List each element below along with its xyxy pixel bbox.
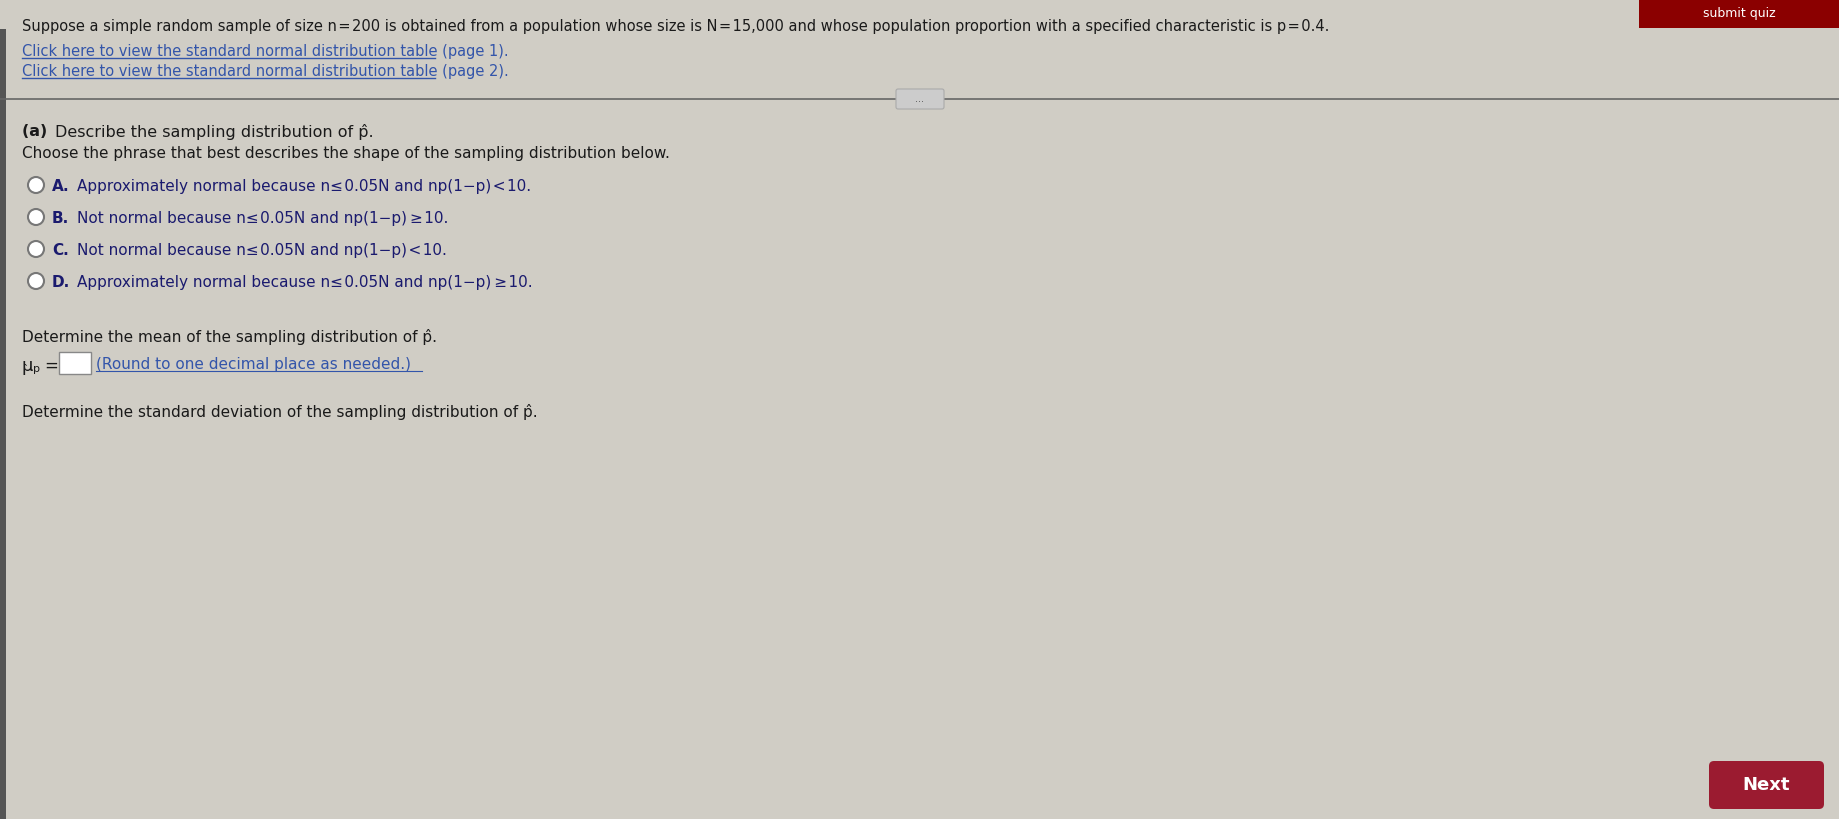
Bar — [0, 29, 6, 819]
Text: Approximately normal because n≤ 0.05N and np(1−p) ≥ 10.: Approximately normal because n≤ 0.05N an… — [77, 275, 533, 290]
Text: D.: D. — [51, 275, 70, 290]
Circle shape — [28, 209, 44, 225]
FancyBboxPatch shape — [896, 89, 943, 109]
Text: Choose the phrase that best describes the shape of the sampling distribution bel: Choose the phrase that best describes th… — [22, 146, 669, 161]
Text: Determine the standard deviation of the sampling distribution of p̂.: Determine the standard deviation of the … — [22, 404, 537, 420]
Text: (a): (a) — [22, 124, 53, 139]
Text: Describe the sampling distribution of p̂.: Describe the sampling distribution of p̂… — [55, 124, 373, 140]
Text: p: p — [33, 364, 40, 374]
Text: ...: ... — [916, 94, 925, 104]
Text: μ: μ — [22, 357, 33, 375]
Circle shape — [28, 241, 44, 257]
Text: Determine the mean of the sampling distribution of p̂.: Determine the mean of the sampling distr… — [22, 329, 438, 345]
Text: A.: A. — [51, 179, 70, 194]
Text: Approximately normal because n≤ 0.05N and np(1−p) < 10.: Approximately normal because n≤ 0.05N an… — [77, 179, 531, 194]
Circle shape — [28, 273, 44, 289]
Text: Not normal because n≤ 0.05N and np(1−p) ≥ 10.: Not normal because n≤ 0.05N and np(1−p) … — [77, 211, 449, 226]
Text: Click here to view the standard normal distribution table (page 1).: Click here to view the standard normal d… — [22, 44, 509, 59]
FancyBboxPatch shape — [59, 352, 90, 374]
Text: Next: Next — [1743, 776, 1789, 794]
Text: Suppose a simple random sample of size n = 200 is obtained from a population who: Suppose a simple random sample of size n… — [22, 19, 1330, 34]
Bar — [1639, 0, 1839, 28]
Circle shape — [28, 177, 44, 193]
Text: submit quiz: submit quiz — [1703, 7, 1775, 20]
Text: C.: C. — [51, 243, 68, 258]
Text: Not normal because n≤ 0.05N and np(1−p) < 10.: Not normal because n≤ 0.05N and np(1−p) … — [77, 243, 447, 258]
Text: (Round to one decimal place as needed.): (Round to one decimal place as needed.) — [96, 357, 410, 372]
Text: B.: B. — [51, 211, 70, 226]
FancyBboxPatch shape — [1708, 761, 1824, 809]
Text: Click here to view the standard normal distribution table (page 2).: Click here to view the standard normal d… — [22, 64, 509, 79]
Text: ˆ: ˆ — [22, 365, 28, 375]
Text: =: = — [44, 357, 57, 375]
